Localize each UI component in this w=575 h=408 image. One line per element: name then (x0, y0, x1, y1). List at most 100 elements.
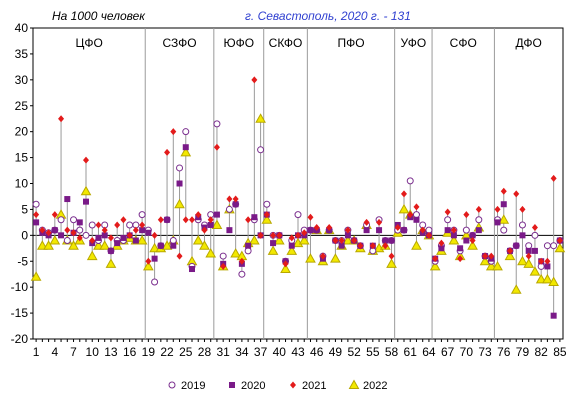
point-2021 (164, 148, 171, 156)
district-label: ДФО (516, 36, 542, 50)
point-2022 (554, 242, 566, 253)
x-tick-label: 16 (123, 345, 137, 359)
point-2020 (382, 237, 389, 244)
point-2021 (475, 205, 482, 213)
point-2020 (438, 245, 445, 252)
point-2019 (213, 120, 221, 128)
point-2021 (307, 213, 314, 221)
point-2019 (32, 200, 40, 208)
point-2022 (248, 234, 260, 245)
point-2021 (176, 252, 183, 260)
point-2021 (70, 229, 77, 237)
point-2022 (386, 258, 397, 268)
point-2021 (107, 234, 114, 242)
point-2019 (525, 242, 533, 250)
point-2021 (382, 242, 389, 250)
point-2022 (68, 240, 79, 250)
point-2021 (450, 226, 457, 234)
point-2022 (267, 245, 279, 255)
point-2021 (326, 224, 333, 232)
point-2022 (485, 260, 497, 271)
point-2021 (469, 237, 476, 245)
point-2020 (550, 312, 557, 319)
x-tick-label: 31 (216, 345, 230, 359)
x-tick-label: 1 (33, 345, 40, 359)
chart-title-right: г. Севастополь, 2020 г. - 131 (245, 9, 411, 23)
point-2020 (463, 237, 470, 244)
point-2019 (126, 221, 134, 229)
x-tick-label: 73 (478, 345, 492, 359)
point-2020 (157, 242, 164, 249)
point-2021 (525, 252, 532, 260)
point-2020 (307, 227, 314, 234)
point-2021 (76, 234, 83, 242)
y-tick-label: 30 (15, 73, 29, 87)
point-2022 (161, 240, 173, 250)
y-axis: -20 -15 -10 -5 0 5 10 15 20 25 30 35 40 (11, 21, 33, 346)
y-tick-label: -20 (11, 332, 29, 346)
legend-label-2022: 2022 (363, 380, 387, 392)
point-2022 (205, 247, 217, 258)
y-tick-label: -5 (17, 254, 28, 268)
y-tick-label: -15 (11, 306, 29, 320)
point-2022 (99, 240, 111, 250)
point-2021 (282, 260, 289, 268)
district-label: СФО (450, 36, 477, 50)
y-tick-label: 35 (15, 47, 29, 61)
point-2019 (82, 231, 90, 239)
point-2019 (238, 270, 246, 278)
point-2020 (145, 229, 152, 236)
point-2022 (429, 260, 441, 271)
point-2021 (245, 216, 252, 224)
point-2020 (64, 196, 71, 203)
point-2020 (363, 227, 370, 234)
point-2020 (226, 227, 233, 234)
point-2022 (467, 240, 478, 250)
point-2020 (401, 227, 407, 234)
point-2021 (550, 174, 557, 182)
point-2020 (450, 232, 457, 239)
point-2021 (319, 252, 326, 260)
legend-label-2020: 2020 (241, 380, 265, 392)
point-2019 (176, 164, 184, 172)
point-2022 (93, 240, 104, 250)
series-2022 (30, 113, 566, 294)
point-2021 (251, 76, 258, 84)
point-2022 (199, 240, 210, 250)
point-2019 (70, 216, 78, 224)
point-2022 (398, 203, 410, 214)
point-2021 (425, 231, 432, 239)
point-2019 (475, 216, 483, 224)
point-2021 (213, 143, 220, 151)
point-2021 (463, 211, 470, 219)
y-tick-label: 15 (15, 151, 29, 165)
district-labels: ЦФО СЗФО ЮФО СКФО ПФО УФО СФО ДФО (75, 36, 541, 50)
x-tick-label: 70 (460, 345, 474, 359)
x-tick-label: 40 (273, 345, 287, 359)
point-2021 (89, 237, 96, 245)
point-2021 (419, 226, 426, 234)
district-label: ЦФО (75, 36, 102, 50)
point-2019 (219, 252, 227, 260)
series-2021 (33, 76, 563, 270)
point-2021 (413, 203, 420, 211)
x-tick-label: 82 (534, 345, 548, 359)
point-2019 (225, 205, 233, 213)
point-2021 (544, 257, 551, 265)
point-2021 (507, 247, 513, 255)
x-tick-label: 28 (198, 345, 212, 359)
point-2020 (132, 237, 139, 244)
point-2020 (189, 266, 195, 273)
x-tick-label: 61 (404, 345, 418, 359)
legend-label-2021: 2021 (302, 380, 326, 392)
point-2021 (295, 231, 301, 239)
point-2019 (182, 128, 190, 136)
x-tick-label: 25 (179, 345, 193, 359)
point-2021 (432, 255, 439, 263)
x-tick-label: 13 (104, 345, 118, 359)
point-2020 (76, 219, 83, 226)
point-2021 (33, 211, 40, 219)
point-2022 (330, 253, 341, 263)
point-2022 (43, 240, 54, 250)
